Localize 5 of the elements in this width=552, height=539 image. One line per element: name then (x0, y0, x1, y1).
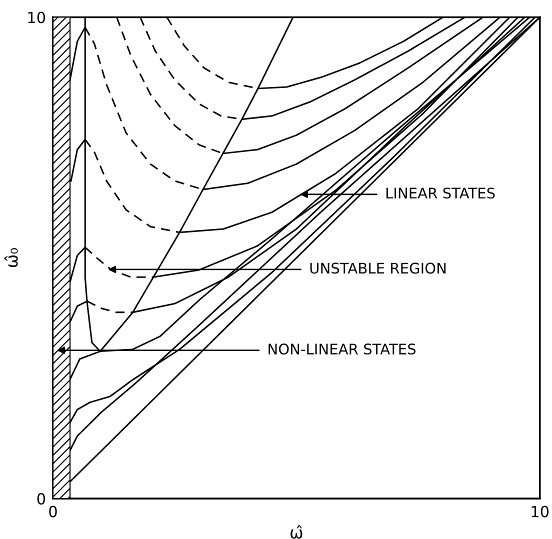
y-axis-title: ω̂₀ (4, 248, 18, 268)
annotation: NON-LINEAR STATES (268, 344, 416, 355)
x-axis-title: ω̂ (290, 525, 302, 539)
annotation: LINEAR STATES (386, 188, 495, 199)
annotation: UNSTABLE REGION (310, 262, 446, 274)
